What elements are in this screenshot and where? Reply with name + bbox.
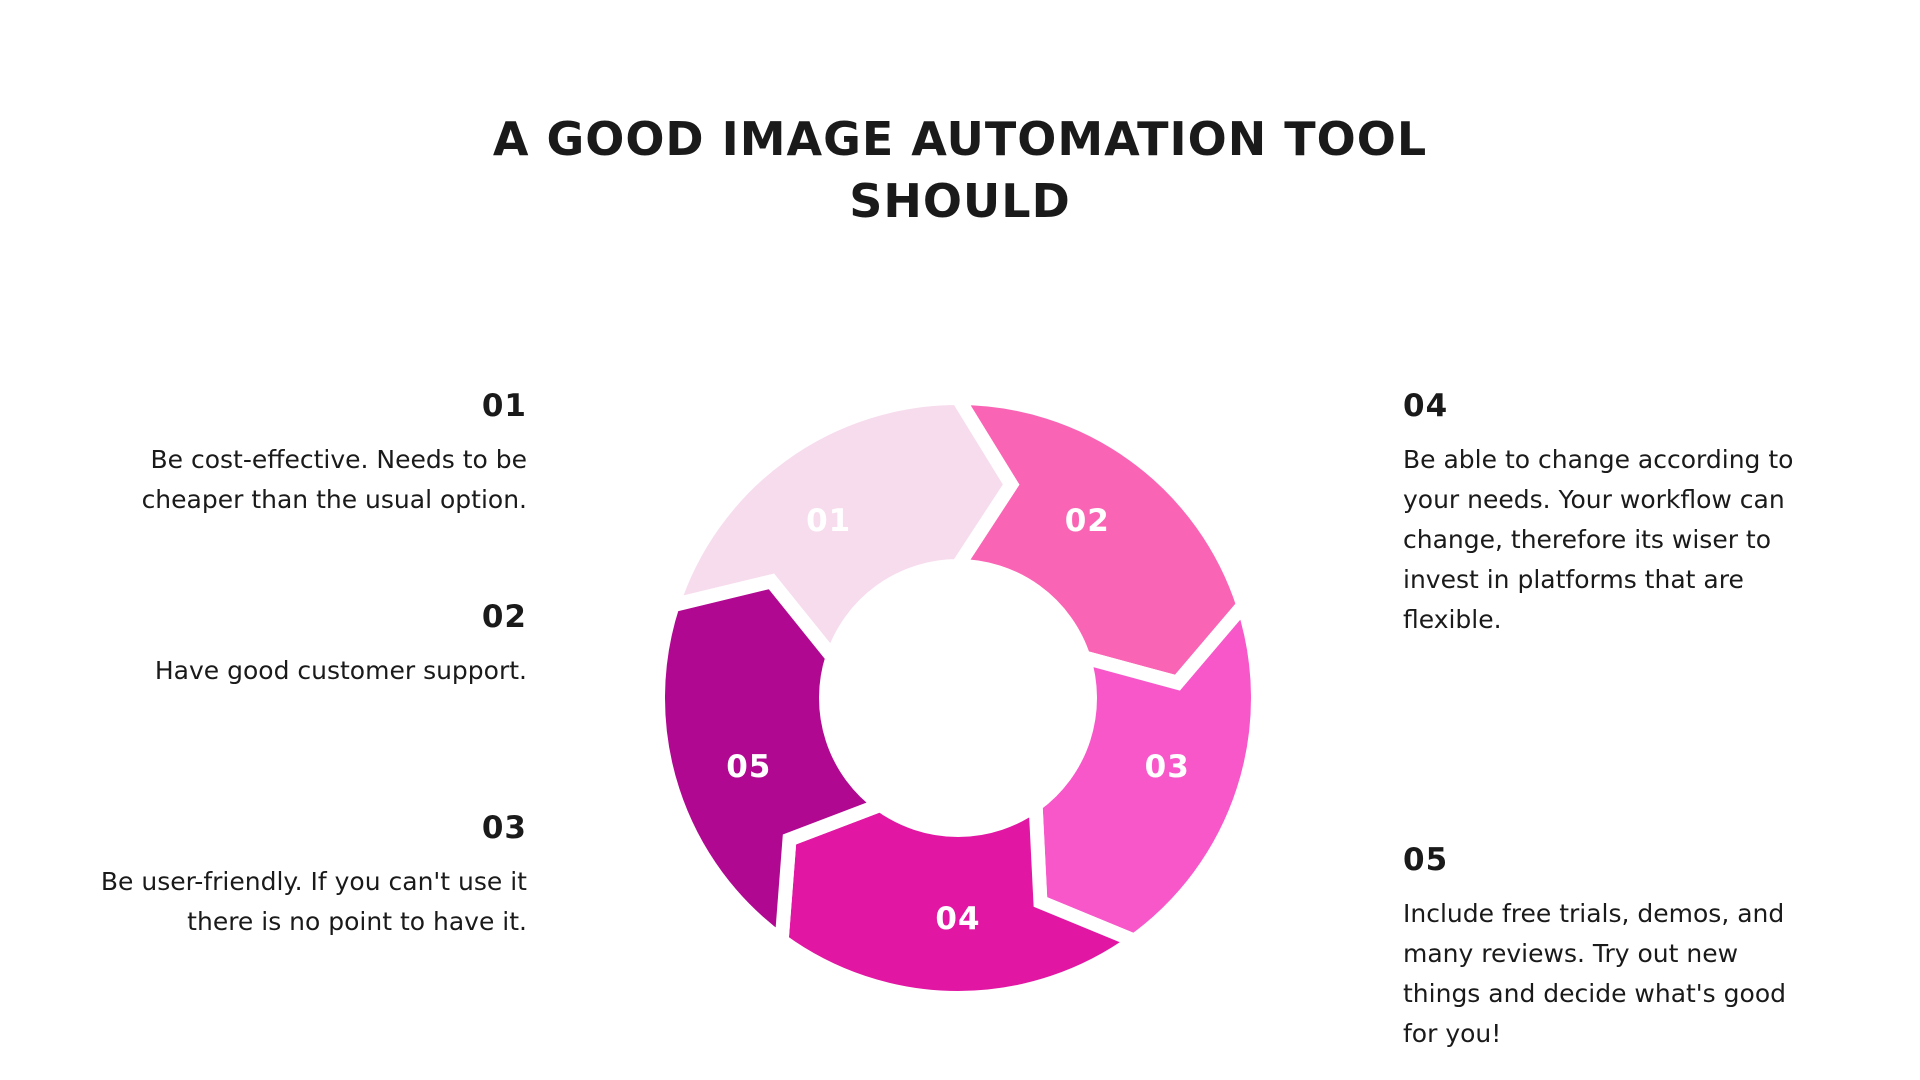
title-line-2: SHOULD	[849, 174, 1071, 228]
item-number: 01	[481, 388, 527, 424]
cycle-segment-label: 04	[935, 901, 980, 937]
item-number: 02	[481, 599, 527, 635]
item-text: Include free trials, demos, and many rev…	[1403, 899, 1786, 1048]
item-02: 02 Have good customer support.	[7, 599, 527, 691]
cycle-segment-02	[945, 390, 1252, 691]
cycle-segment-label: 05	[726, 749, 771, 785]
item-text: Have good customer support.	[154, 656, 527, 685]
cycle-segment-05	[651, 573, 895, 954]
item-text: Be cost-effective. Needs to be cheaper t…	[141, 445, 527, 514]
item-text: Be user-friendly. If you can't use it th…	[100, 867, 527, 936]
item-04: 04 Be able to change according to your n…	[1403, 388, 1823, 640]
item-05: 05 Include free trials, demos, and many …	[1403, 842, 1823, 1054]
item-number: 04	[1403, 388, 1449, 424]
item-01: 01 Be cost-effective. Needs to be cheape…	[7, 388, 527, 520]
cycle-segment-label: 02	[1065, 503, 1110, 539]
cycle-segment-label: 03	[1145, 749, 1190, 785]
cycle-segment-01	[662, 390, 1020, 672]
cycle-segment-03	[1028, 591, 1265, 949]
cycle-segment-label: 01	[806, 503, 851, 539]
item-text: Be able to change according to your need…	[1403, 445, 1794, 634]
item-number: 05	[1403, 842, 1449, 878]
title-line-1: A GOOD IMAGE AUTOMATION TOOL	[492, 112, 1428, 166]
item-03: 03 Be user-friendly. If you can't use it…	[7, 810, 527, 942]
cycle-segment-04	[774, 791, 1149, 1005]
page-title: A GOOD IMAGE AUTOMATION TOOL SHOULD	[0, 108, 1920, 232]
item-number: 03	[481, 810, 527, 846]
